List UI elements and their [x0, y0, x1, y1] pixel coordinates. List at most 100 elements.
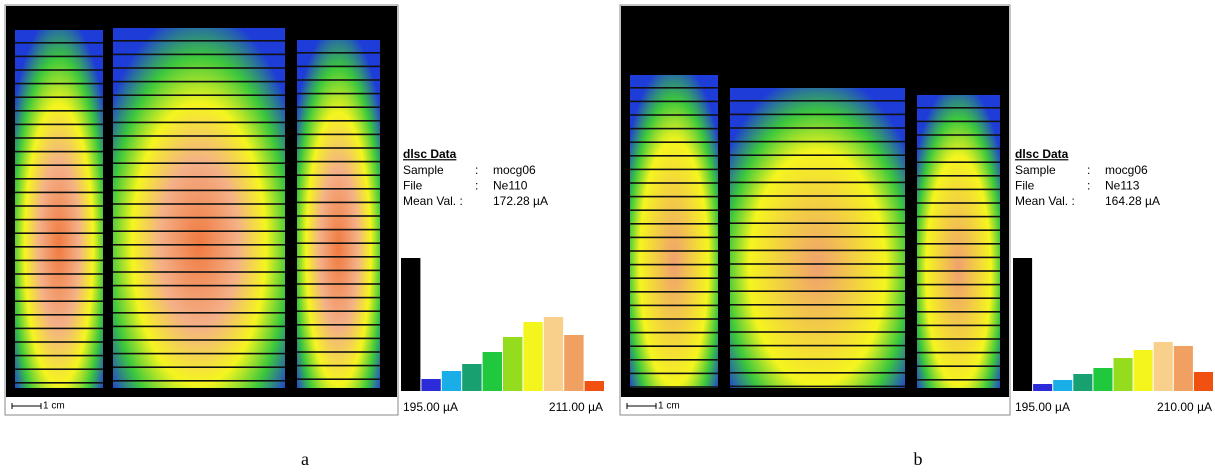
cell-gap [917, 379, 1000, 381]
info-sep: : [1087, 163, 1090, 177]
cell-gap [730, 385, 905, 388]
cell-gap [297, 324, 380, 326]
info-sep: : [475, 179, 478, 193]
cell-gap [15, 123, 103, 126]
cell-gap [917, 147, 1000, 150]
cell-column [630, 75, 718, 388]
cell-gap [15, 69, 103, 71]
cell-gap [630, 168, 718, 171]
info-label: Sample [1015, 163, 1056, 177]
cell-gap [15, 150, 103, 153]
cell-gap [297, 133, 380, 136]
cell-gap [730, 168, 905, 170]
cell-gap [730, 317, 905, 320]
cell-gap [730, 208, 905, 211]
histogram-max-label: 211.00 µA [549, 400, 603, 414]
cell-gap [630, 195, 718, 198]
cell-gap [630, 236, 718, 239]
cell-gap [297, 120, 380, 122]
cell-gap [15, 178, 103, 180]
histogram-bar [421, 379, 441, 391]
cell-gap [15, 300, 103, 302]
cell-gap [297, 215, 380, 217]
cell-gap [15, 191, 103, 194]
cell-gap [730, 276, 905, 279]
cell-gap [15, 96, 103, 98]
histogram-bar [564, 335, 584, 391]
cell-gap [630, 127, 718, 130]
cell-gap [730, 100, 905, 102]
cell-gap [730, 290, 905, 292]
cell-gap [630, 155, 718, 157]
histogram-bar [482, 352, 502, 391]
cell-gap [630, 331, 718, 334]
cell-gap [730, 249, 905, 252]
cell-gap [297, 256, 380, 258]
cell-gap [113, 366, 285, 368]
cell-gap [917, 311, 1000, 313]
cell-gap [917, 283, 1000, 286]
cell-gap [917, 161, 1000, 163]
cell-gap [297, 283, 380, 285]
cell-gap [630, 291, 718, 293]
cell-gap [113, 284, 285, 287]
cell-gap [15, 259, 103, 262]
cell-gap [15, 137, 103, 139]
cell-gap [113, 380, 285, 382]
histogram-bar [1153, 342, 1173, 391]
cell-gap [297, 310, 380, 312]
cell-gap [297, 228, 380, 231]
cell-gap [630, 87, 718, 89]
cell-gap [730, 331, 905, 333]
info-value: Ne113 [1105, 179, 1140, 193]
histogram-bar [584, 381, 604, 391]
cell-gap [730, 344, 905, 347]
cell-gap [917, 338, 1000, 340]
cell-gap [917, 120, 1000, 123]
cell-gap [15, 327, 103, 330]
histogram-bar [523, 322, 543, 391]
cell-column [730, 88, 905, 388]
cell-gap [917, 243, 1000, 245]
cell-gap [730, 358, 905, 360]
cell-gap [113, 230, 285, 232]
cell-gap [917, 324, 1000, 327]
cell-gap [297, 65, 380, 68]
cell-gap [630, 386, 718, 388]
histogram-min-label: 195.00 µA [1015, 400, 1070, 414]
panel-caption: a [301, 449, 309, 469]
cell-gap [917, 188, 1000, 191]
cell-gap [630, 250, 718, 252]
cell-gap [297, 201, 380, 204]
scale-label: 1 cm [658, 401, 680, 412]
cell-gap [917, 365, 1000, 367]
cell-gap [730, 195, 905, 197]
cell-gap [730, 304, 905, 306]
cell-gap [15, 55, 103, 58]
cell-gap [113, 216, 285, 219]
cell-gap [113, 94, 285, 96]
cell-gap [113, 162, 285, 164]
cell-gap [113, 339, 285, 341]
info-value: Ne110 [493, 179, 528, 193]
cell-gap [917, 175, 1000, 177]
cell-gap [730, 236, 905, 238]
histogram-bar [1093, 368, 1113, 391]
cell-gap [730, 263, 905, 265]
cell-gap [15, 341, 103, 343]
cell-gap [630, 304, 718, 307]
cell-gap [917, 297, 1000, 299]
histogram-bar [543, 317, 564, 391]
cell-column [917, 95, 1000, 388]
cell-gap [917, 134, 1000, 136]
cell-gap [297, 147, 380, 149]
cell-gap [15, 273, 103, 275]
cell-gap [730, 140, 905, 143]
cell-gap [15, 232, 103, 234]
cell-gap [297, 188, 380, 190]
cell-gap [917, 215, 1000, 218]
cell-gap [15, 382, 103, 384]
info-sep: : [475, 163, 478, 177]
cell-gap [15, 286, 103, 289]
cell-gap [917, 202, 1000, 204]
